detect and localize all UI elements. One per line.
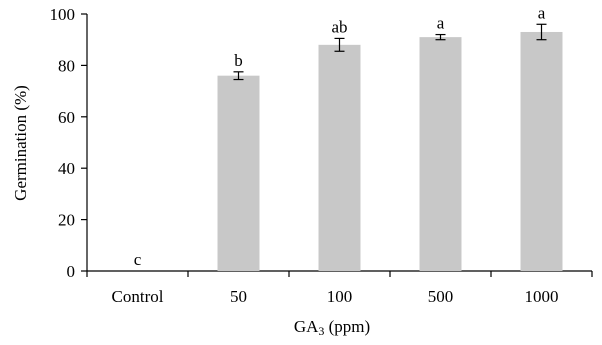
x-axis: Control 50 100 500 1000 [86, 270, 593, 306]
error-bars [233, 23, 547, 81]
y-axis: 0 20 40 60 80 100 [50, 5, 88, 281]
x-axis-label-main: GA [294, 317, 319, 336]
bars [217, 31, 563, 272]
bar [318, 44, 361, 272]
y-tick-label: 60 [58, 108, 75, 127]
x-tick-label: 100 [327, 287, 353, 306]
y-axis-label: Germination (%) [11, 85, 30, 201]
x-tick-label: 1000 [525, 287, 559, 306]
y-tick-label: 40 [58, 159, 75, 178]
bar [419, 37, 462, 271]
y-tick-label: 80 [58, 56, 75, 75]
bar [217, 75, 260, 272]
y-tick-label: 0 [67, 262, 76, 281]
x-tick-label: 500 [428, 287, 454, 306]
y-tick-label: 20 [58, 211, 75, 230]
significance-letter: b [234, 51, 243, 70]
x-tick-label: Control [112, 287, 164, 306]
significance-letter: c [134, 250, 142, 269]
y-tick-label: 100 [50, 5, 76, 24]
x-tick-label: 50 [230, 287, 247, 306]
x-axis-label-unit: (ppm) [324, 317, 370, 336]
x-axis-label-subscript: 3 [318, 324, 324, 338]
significance-letter: ab [331, 17, 347, 36]
significance-letter: a [538, 3, 546, 22]
significance-letter: a [437, 14, 445, 33]
x-axis-label: GA3 (ppm) [294, 317, 370, 338]
significance-letters: c b ab a a [134, 3, 546, 269]
bar [520, 31, 563, 271]
